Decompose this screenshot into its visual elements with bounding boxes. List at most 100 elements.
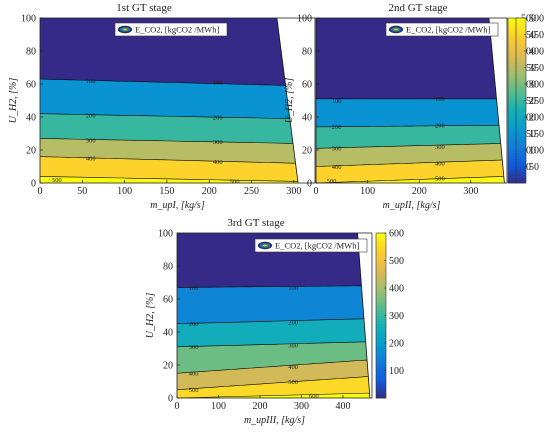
colorbar-cell — [376, 285, 386, 289]
contour-label: 200 — [86, 113, 96, 120]
contour-label: 400 — [435, 161, 445, 168]
colorbar-tick-label: 450 — [529, 30, 544, 41]
y-axis-label: U_H2, [%] — [145, 293, 156, 339]
colorbar-cell — [516, 53, 526, 57]
chart-title: 3rd GT stage — [227, 217, 284, 229]
colorbar-cell — [516, 177, 526, 181]
colorbar-cell — [508, 172, 518, 176]
colorbar-cell — [516, 31, 526, 35]
colorbar-cell — [516, 81, 526, 85]
colorbar-cell — [376, 337, 386, 341]
colorbar-tick-label: 400 — [389, 284, 404, 295]
y-tick-label: 20 — [163, 361, 173, 372]
colorbar-cell — [516, 40, 526, 44]
colorbar-cell — [508, 67, 518, 71]
contour-label: 100 — [86, 78, 96, 85]
colorbar-cell — [516, 133, 526, 137]
colorbar-cell — [508, 26, 518, 30]
colorbar-cell — [376, 343, 386, 347]
contour-line-200 — [177, 318, 370, 325]
contour-line-500 — [316, 176, 505, 183]
colorbar-cell — [376, 246, 386, 250]
colorbar-cell — [376, 348, 386, 352]
colorbar-cell — [508, 125, 518, 129]
colorbar-cell — [376, 370, 386, 374]
x-tick-label: 50 — [77, 186, 87, 197]
colorbar-cell — [516, 169, 526, 173]
colorbar-cell — [508, 78, 518, 82]
colorbar-cell — [508, 73, 518, 77]
contour-label: 400 — [288, 364, 298, 371]
colorbar-tick-label: 500 — [389, 256, 404, 267]
colorbar-cell — [508, 119, 518, 123]
colorbar-cell — [516, 119, 526, 123]
colorbar-tick-label: 300 — [521, 80, 536, 91]
feasible-boundary — [276, 17, 299, 184]
colorbar-cell — [508, 29, 518, 33]
colorbar-tick-label: 350 — [529, 63, 544, 74]
colorbar-cell — [376, 274, 386, 278]
colorbar-cell — [376, 293, 386, 297]
x-axis-label: m_upIII, [kg/s] — [244, 415, 305, 426]
legend-swatch — [262, 244, 268, 247]
colorbar-cell — [516, 141, 526, 145]
colorbar-cell — [508, 163, 518, 167]
x-tick-label: 200 — [252, 401, 267, 412]
colorbar-cell — [376, 296, 386, 300]
colorbar-cell — [516, 180, 526, 184]
colorbar-cell — [376, 362, 386, 366]
colorbar-cell — [516, 37, 526, 41]
y-axis-label: U_H2, [%] — [284, 78, 295, 124]
y-tick-label: 40 — [302, 113, 312, 124]
colorbar-tick-label: 200 — [389, 339, 404, 350]
colorbar-cell — [516, 45, 526, 49]
colorbar-cell — [516, 56, 526, 60]
colorbar-cell — [376, 263, 386, 267]
colorbar-cell — [376, 376, 386, 380]
colorbar-cell — [516, 158, 526, 162]
colorbar-tick-label: 350 — [521, 63, 536, 74]
y-tick-label: 40 — [163, 328, 173, 339]
contour-label: 500 — [230, 179, 240, 186]
colorbar-cell — [516, 73, 526, 77]
colorbar-tick-label: 250 — [521, 96, 536, 107]
contour-label: 300 — [332, 146, 342, 153]
colorbar-cell — [376, 282, 386, 286]
colorbar-cell — [376, 389, 386, 393]
contour-fill: 100 100 200 200 300 300 400 400 500 500 — [40, 18, 299, 186]
colorbar-tick-label: 100 — [521, 146, 536, 157]
colorbar-cell — [508, 169, 518, 173]
y-tick-label: 60 — [26, 80, 36, 91]
colorbar-cell — [516, 174, 526, 178]
colorbar-cell — [376, 304, 386, 308]
contour-label: 500 — [288, 379, 298, 386]
colorbar: 100 200 300 400 500 600 — [375, 229, 404, 399]
legend-box — [254, 238, 368, 253]
y-axis-label: U_H2, [%] — [8, 78, 19, 124]
contour-label: 400 — [332, 164, 342, 171]
y-tick-label: 100 — [297, 14, 312, 25]
colorbar-cell — [516, 42, 526, 46]
colorbar-cell — [508, 89, 518, 93]
colorbar-cell — [516, 78, 526, 82]
colorbar-cell — [376, 241, 386, 245]
colorbar-cell — [376, 233, 386, 237]
contour-label: 500 — [435, 175, 445, 182]
contour-line-200 — [40, 113, 299, 119]
colorbar-cell — [376, 359, 386, 363]
colorbar-cell — [376, 323, 386, 327]
colorbar-cell — [516, 100, 526, 104]
contour-line-100 — [177, 285, 370, 288]
contour-label: 200 — [213, 114, 223, 121]
colorbar-cell — [516, 103, 526, 107]
colorbar-cell — [508, 100, 518, 104]
y-tick-label: 100 — [21, 14, 36, 25]
colorbar-cell — [516, 23, 526, 27]
colorbar-cell — [516, 130, 526, 134]
legend-box — [114, 22, 228, 37]
colorbar-cell — [376, 277, 386, 281]
contour-label: 300 — [189, 344, 199, 351]
colorbar-cell — [508, 155, 518, 159]
colorbar-cell — [516, 70, 526, 74]
colorbar-cell — [516, 144, 526, 148]
